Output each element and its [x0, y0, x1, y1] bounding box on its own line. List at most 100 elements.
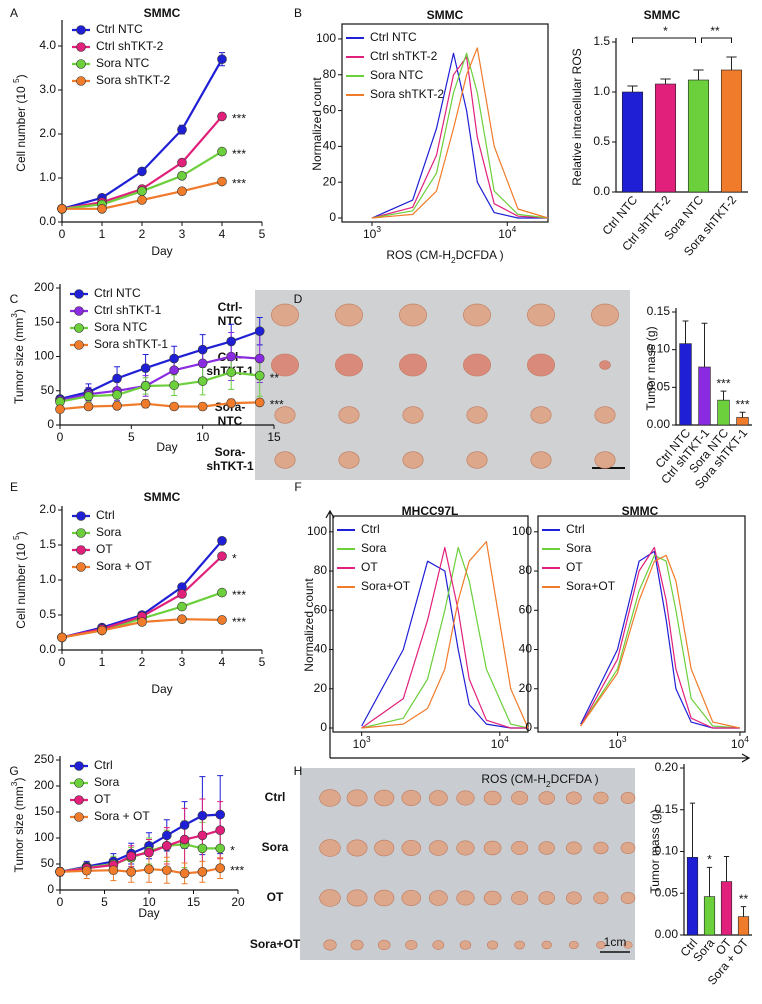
- tumor: [623, 941, 633, 949]
- series-line: [371, 52, 549, 219]
- photo-row-label-line: OT: [267, 890, 284, 904]
- significance: ***: [735, 397, 749, 411]
- y-tick-label-part: 0.15: [655, 802, 679, 816]
- x-tick-label-part: 10: [363, 227, 377, 241]
- data-point: [55, 404, 65, 415]
- legend-label: Sora + OT: [96, 559, 152, 573]
- y-tick-label: 0.5: [593, 134, 610, 148]
- y-axis-label: Tumor mass (g): [644, 326, 658, 410]
- chart-title: MHCC97L: [402, 504, 459, 518]
- x-tick-label: 2: [139, 227, 146, 241]
- y-tick-label: 80: [323, 67, 337, 81]
- tumor: [527, 353, 555, 377]
- y-tick-label-part: 0.05: [647, 380, 671, 394]
- tumor: [541, 940, 552, 950]
- data-point: [57, 632, 67, 643]
- series-line: [580, 554, 740, 729]
- significance-bracket: [632, 37, 696, 43]
- legend-label: Sora: [94, 775, 120, 789]
- tumor: [338, 406, 360, 424]
- panel-letter: B: [294, 6, 302, 20]
- data-point: [197, 866, 208, 877]
- photo-row-label-line: Ctrl-: [218, 300, 243, 314]
- y-tick-label: 50: [41, 383, 55, 397]
- series-line: [361, 546, 529, 729]
- tumor: [530, 451, 552, 469]
- photo-row-label-line: shTKT-1: [206, 459, 254, 473]
- y-tick-label: 0.0: [593, 184, 610, 198]
- data-point: [177, 614, 187, 625]
- data-point: [55, 866, 65, 877]
- legend-label: Ctrl shTKT-1: [94, 303, 162, 317]
- x-tick-label-part: 3: [622, 734, 627, 744]
- significance: *: [232, 551, 237, 565]
- tumor: [346, 889, 368, 907]
- significance: *: [663, 24, 668, 38]
- y-tick-label: 3.0: [39, 82, 56, 96]
- y-axis-label-part: ): [14, 74, 28, 78]
- tumor: [399, 303, 427, 327]
- data-point: [144, 847, 154, 858]
- photo-row-label: Ctrl-NTC: [218, 300, 243, 328]
- y-axis-label-part: Cell number (10: [14, 540, 28, 629]
- y-tick-label: 0.0: [39, 214, 56, 228]
- tumor: [401, 890, 422, 906]
- y-axis-label-part: ): [12, 778, 26, 782]
- x-axis-label-part: ROS (CM-H: [481, 772, 546, 786]
- tumor: [620, 792, 636, 804]
- data-point: [226, 336, 236, 347]
- tumor: [319, 889, 341, 907]
- tumor: [620, 892, 636, 904]
- panel-letter: G: [9, 764, 18, 778]
- x-tick-label: 4: [219, 655, 226, 669]
- tumor: [401, 840, 422, 856]
- data-point: [137, 166, 147, 177]
- y-axis-label: Tumor size (mm3): [9, 309, 26, 404]
- legend-label: Ctrl NTC: [370, 30, 417, 44]
- legend-label: Sora + OT: [94, 809, 150, 823]
- y-tick-label: 80: [519, 563, 533, 577]
- tumor: [338, 451, 360, 469]
- photo-row-label-line: NTC: [218, 414, 243, 428]
- tumor: [319, 789, 341, 807]
- y-tick-label-part: 0.00: [647, 417, 671, 431]
- y-axis-label: Tumor size (mm3): [9, 778, 26, 873]
- y-axis-label-part: ): [12, 309, 26, 313]
- legend-label: Ctrl NTC: [94, 286, 141, 300]
- legend-marker: [76, 545, 86, 555]
- data-point: [254, 326, 265, 336]
- y-tick-label: 2.0: [39, 502, 56, 516]
- tumor: [374, 839, 395, 857]
- y-tick-label: 1.0: [593, 84, 610, 98]
- y-tick-label-part: 1.0: [39, 170, 56, 184]
- data-point: [83, 401, 94, 412]
- y-axis-label-part: 3: [9, 781, 19, 786]
- y-tick-label: 0.15: [647, 304, 671, 318]
- tumor: [565, 891, 582, 905]
- data-point: [215, 863, 225, 873]
- tumor: [346, 839, 368, 857]
- y-tick-label-part: 0.0: [39, 642, 56, 656]
- error-bar: [682, 320, 689, 344]
- tumor: [335, 353, 363, 377]
- data-point: [162, 830, 172, 841]
- legend-label: Sora+OT: [566, 579, 616, 593]
- data-point: [179, 820, 190, 830]
- legend-label: Ctrl: [566, 522, 585, 536]
- x-tick-label: 4: [219, 227, 226, 241]
- bar: [654, 83, 677, 193]
- data-point: [254, 353, 265, 364]
- data-point: [217, 551, 227, 562]
- y-axis-label-part: 3: [9, 313, 19, 318]
- x-tick-label-part: 3: [366, 734, 371, 744]
- data-point: [97, 204, 107, 214]
- tumor: [428, 790, 448, 806]
- y-tick-label: 1.0: [39, 572, 56, 586]
- legend-marker: [74, 778, 84, 788]
- significance: ***: [232, 147, 246, 161]
- y-tick-label: 0.00: [647, 417, 671, 431]
- tumor: [593, 841, 609, 855]
- data-point: [197, 843, 208, 854]
- tumor: [483, 890, 502, 906]
- tumor: [271, 303, 299, 327]
